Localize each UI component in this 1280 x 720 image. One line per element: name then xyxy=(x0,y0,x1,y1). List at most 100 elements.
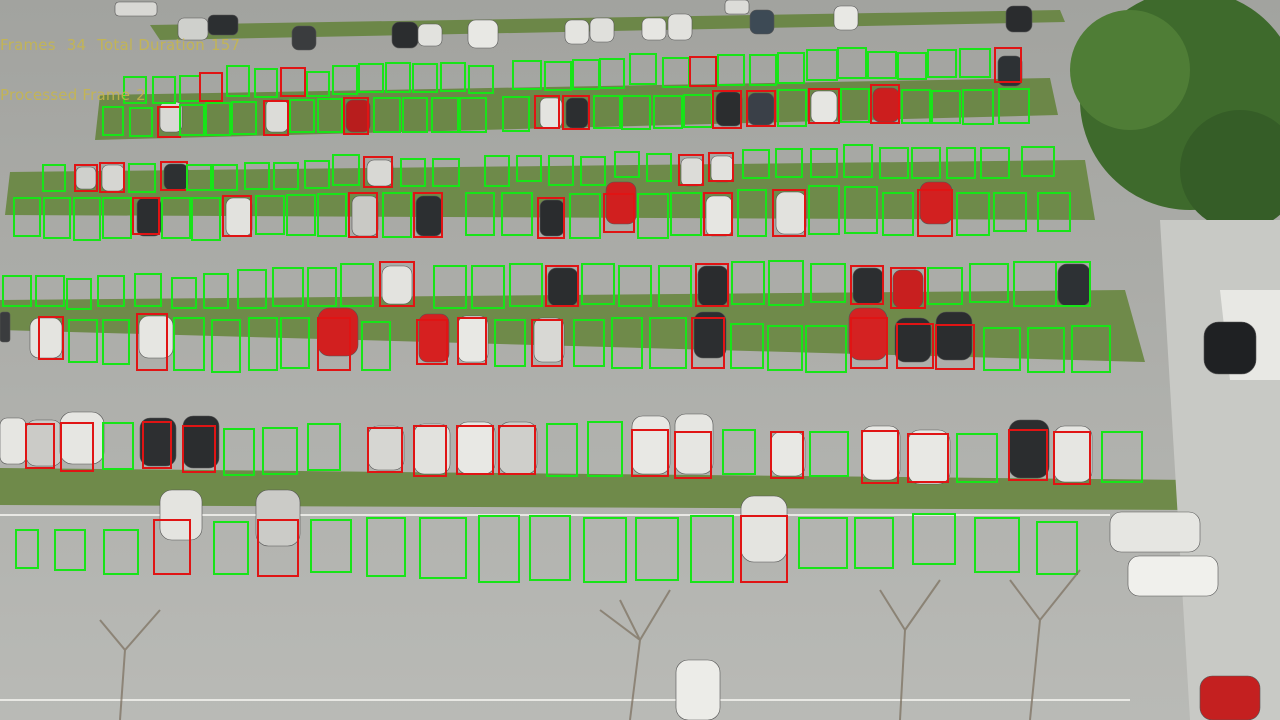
free-spot-box xyxy=(777,89,807,127)
free-spot-box xyxy=(587,421,623,477)
occupied-spot-box xyxy=(182,425,216,473)
parked-car xyxy=(255,489,301,547)
free-spot-box xyxy=(15,529,39,569)
parked-car xyxy=(29,317,63,359)
free-spot-box xyxy=(385,62,411,93)
parked-car xyxy=(667,13,693,41)
parked-car xyxy=(265,99,289,133)
occupied-spot-box xyxy=(280,67,306,97)
free-spot-box xyxy=(66,278,92,310)
free-spot-box xyxy=(809,431,849,477)
free-spot-box xyxy=(262,427,298,475)
free-spot-box xyxy=(1101,431,1143,483)
free-spot-box xyxy=(123,76,147,104)
free-spot-box xyxy=(317,193,347,237)
free-spot-box xyxy=(912,513,956,565)
free-spot-box xyxy=(749,54,777,86)
occupied-spot-box xyxy=(317,317,351,371)
occupied-spot-box xyxy=(896,323,934,369)
free-spot-box xyxy=(581,263,615,305)
free-spot-box xyxy=(366,517,406,577)
free-spot-box xyxy=(332,154,360,186)
occupied-spot-box xyxy=(678,154,704,186)
occupied-spot-box xyxy=(861,430,899,484)
parked-car xyxy=(101,164,125,192)
free-spot-box xyxy=(962,89,994,125)
processed-label: Processed Frame xyxy=(0,86,131,104)
free-spot-box xyxy=(280,317,310,369)
free-spot-box xyxy=(289,99,315,133)
processed-value: 2 xyxy=(136,86,146,104)
free-spot-box xyxy=(969,263,1009,303)
parked-car xyxy=(225,197,253,237)
parked-car xyxy=(163,163,189,191)
free-spot-box xyxy=(161,197,191,239)
free-spot-box xyxy=(867,51,897,79)
parked-car xyxy=(740,495,788,563)
occupied-spot-box xyxy=(498,425,536,475)
occupied-spot-box xyxy=(25,423,55,469)
free-spot-box xyxy=(998,88,1030,124)
free-spot-box xyxy=(129,107,153,137)
parked-car xyxy=(367,425,405,471)
occupied-spot-box xyxy=(132,197,160,235)
free-spot-box xyxy=(911,147,941,179)
free-spot-box xyxy=(212,164,238,191)
occupied-spot-box xyxy=(703,192,733,236)
free-spot-box xyxy=(649,317,687,369)
parked-car xyxy=(674,413,714,475)
free-spot-box xyxy=(808,185,840,235)
free-spot-box xyxy=(509,263,543,307)
free-spot-box xyxy=(223,428,255,476)
free-spot-box xyxy=(593,95,621,129)
parked-car xyxy=(564,19,590,45)
parked-car xyxy=(291,25,317,51)
free-spot-box xyxy=(433,265,467,309)
free-spot-box xyxy=(569,193,601,239)
free-spot-box xyxy=(901,89,931,124)
parked-car xyxy=(0,311,11,343)
free-spot-box xyxy=(128,163,156,193)
free-spot-box xyxy=(980,147,1010,179)
parked-car xyxy=(675,659,721,720)
occupied-spot-box xyxy=(808,88,840,124)
parked-car xyxy=(919,181,953,225)
occupied-spot-box xyxy=(674,431,712,479)
free-spot-box xyxy=(431,97,459,133)
occupied-spot-box xyxy=(870,84,900,124)
free-spot-box xyxy=(419,517,467,579)
occupied-spot-box xyxy=(708,152,734,182)
parked-car xyxy=(136,197,162,237)
parked-car xyxy=(547,267,579,307)
free-spot-box xyxy=(956,192,990,236)
free-spot-box xyxy=(42,164,66,192)
free-spot-box xyxy=(35,275,65,307)
free-spot-box xyxy=(646,153,672,182)
free-spot-box xyxy=(43,197,71,239)
parked-car xyxy=(1008,419,1050,479)
occupied-spot-box xyxy=(348,192,378,238)
free-spot-box xyxy=(307,423,341,471)
parked-car xyxy=(631,415,671,475)
parked-car xyxy=(182,415,220,469)
free-spot-box xyxy=(244,162,270,190)
free-spot-box xyxy=(211,319,241,373)
free-spot-box xyxy=(432,158,460,187)
free-spot-box xyxy=(171,277,197,309)
parked-car xyxy=(539,199,565,237)
free-spot-box xyxy=(1021,146,1055,177)
parked-car xyxy=(317,307,359,357)
free-spot-box xyxy=(231,101,257,135)
free-spot-box xyxy=(658,265,692,307)
free-spot-box xyxy=(580,156,606,186)
free-spot-box xyxy=(179,104,205,136)
occupied-spot-box xyxy=(691,317,725,369)
free-spot-box xyxy=(494,319,526,367)
parked-car xyxy=(1057,263,1091,307)
parked-car xyxy=(207,14,239,36)
free-spot-box xyxy=(843,144,873,178)
parked-car xyxy=(810,90,838,124)
free-spot-box xyxy=(286,194,316,236)
free-spot-box xyxy=(614,151,640,178)
duration-label: Total Duration xyxy=(97,36,205,54)
